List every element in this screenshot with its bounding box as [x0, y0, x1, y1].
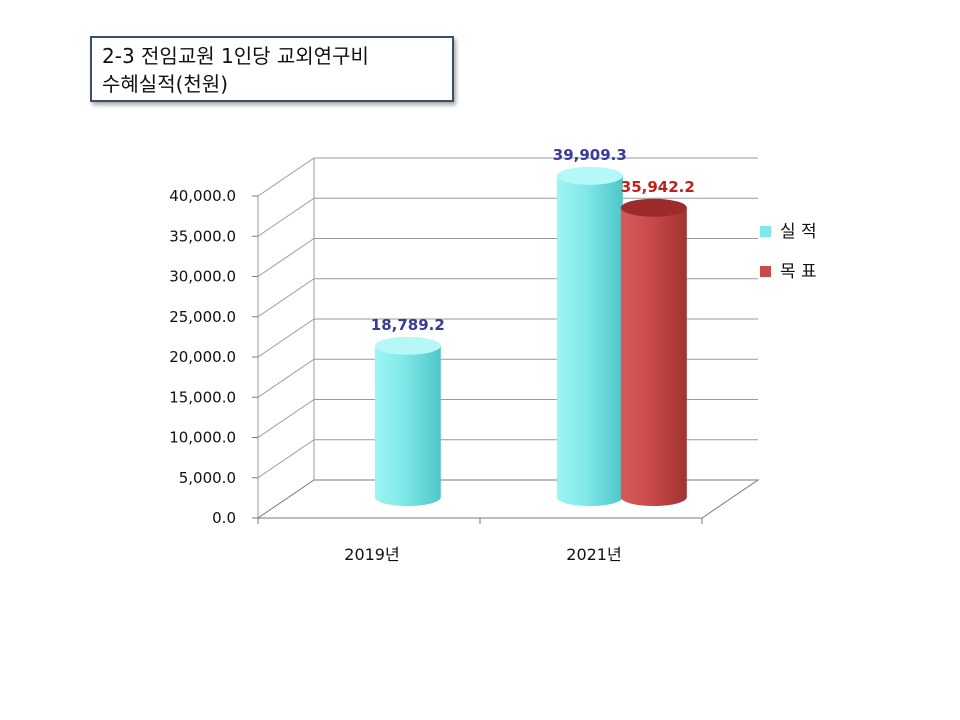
floor [256, 479, 760, 519]
legend-label: 목 표 [780, 262, 817, 282]
gridline-side [257, 399, 315, 438]
gridline-side [257, 238, 315, 277]
chart-title-line-1: 2-3 전임교원 1인당 교외연구비 [102, 44, 369, 68]
legend-swatch [760, 226, 771, 237]
y-tick-label: 20,000.0 [169, 348, 236, 366]
y-tick-label: 5,000.0 [179, 469, 236, 487]
bar-target [620, 198, 687, 507]
x-category-label: 2019년 [344, 545, 399, 564]
x-category-label: 2021년 [566, 545, 621, 564]
y-tick-label: 0.0 [212, 509, 236, 527]
legend-label: 실 적 [780, 222, 817, 242]
bar-top [556, 166, 623, 185]
data-label: 39,909.3 [553, 146, 627, 164]
bar-actual [556, 166, 623, 507]
bar-actual [374, 336, 441, 507]
y-tick-label: 10,000.0 [169, 429, 236, 447]
legend-swatch [760, 266, 771, 277]
bar-top [374, 336, 441, 355]
y-tick-label: 30,000.0 [169, 268, 236, 286]
chart-title-line-2: 수혜실적(천원) [102, 72, 229, 96]
bar-body [556, 175, 623, 507]
chart-title-box: 2-3 전임교원 1인당 교외연구비 수혜실적(천원) [90, 36, 454, 102]
y-tick-label: 35,000.0 [169, 227, 236, 245]
bar-top [620, 198, 687, 217]
data-label: 18,789.2 [371, 316, 445, 334]
gridline-side [257, 439, 315, 479]
gridline-side [257, 318, 315, 358]
data-label: 35,942.2 [621, 178, 695, 196]
bar-body [620, 207, 687, 507]
y-tick-label: 15,000.0 [169, 388, 236, 406]
gridline-side [257, 157, 315, 197]
gridline-side [257, 197, 315, 237]
gridline-side [257, 358, 315, 398]
y-tick-label: 40,000.0 [169, 187, 236, 205]
gridline-side [257, 278, 315, 318]
bar-body [374, 345, 441, 507]
y-tick-label: 25,000.0 [169, 308, 236, 326]
